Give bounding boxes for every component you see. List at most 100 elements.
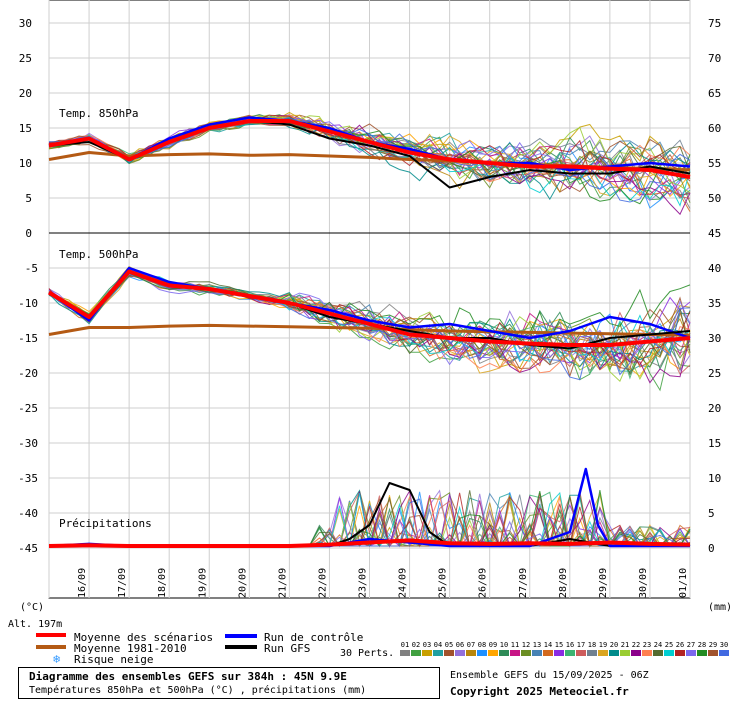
pert-swatch — [675, 650, 685, 656]
pert-number: 23 — [643, 641, 651, 649]
pert-swatch — [620, 650, 630, 656]
pert-swatch — [411, 650, 421, 656]
pert-swatch — [400, 650, 410, 656]
pert-swatch — [719, 650, 729, 656]
ensemble-member-line — [48, 117, 691, 203]
left-tick-label: -45 — [18, 542, 38, 555]
pert-number: 18 — [588, 641, 596, 649]
left-tick-label: 20 — [19, 87, 32, 100]
series-500-controle-line — [48, 266, 691, 340]
right-tick-label: 45 — [708, 227, 721, 240]
pert-number: 30 — [720, 641, 728, 649]
x-tick-label: 18/09 — [157, 568, 168, 598]
legend-label-controle: Run de contrôle — [264, 631, 363, 644]
series-500-climato-line — [48, 323, 691, 337]
pert-number: 04 — [434, 641, 442, 649]
right-tick-label: 15 — [708, 437, 721, 450]
panel-label-precip: Précipitations — [59, 517, 152, 530]
panel-label-500: Temp. 500hPa — [59, 248, 138, 261]
ensemble-member-line — [48, 116, 691, 203]
right-tick-label: 35 — [708, 297, 721, 310]
right-tick-label: 55 — [708, 157, 721, 170]
left-tick-label: -20 — [18, 367, 38, 380]
pert-number: 27 — [687, 641, 695, 649]
legend-swatch-climato — [36, 645, 66, 649]
x-tick-label: 17/09 — [117, 568, 128, 598]
right-tick-label: 60 — [708, 122, 721, 135]
pert-number: 02 — [412, 641, 420, 649]
legend-label-climato: Moyenne 1981-2010 — [74, 642, 187, 655]
legend-label-neige: Risque neige — [74, 653, 153, 666]
pert-number: 21 — [621, 641, 629, 649]
left-tick-label: 25 — [19, 52, 32, 65]
left-tick-label: 30 — [19, 17, 32, 30]
legend-swatch-controle — [225, 634, 257, 638]
pert-number: 28 — [698, 641, 706, 649]
right-tick-label: 70 — [708, 52, 721, 65]
x-tick-label: 30/09 — [638, 568, 649, 598]
copyright: Copyright 2025 Meteociel.fr — [450, 685, 629, 698]
pert-number: 22 — [632, 641, 640, 649]
pert-number: 25 — [665, 641, 673, 649]
pert-number: 09 — [489, 641, 497, 649]
x-tick-label: 29/09 — [598, 568, 609, 598]
panel-label-850: Temp. 850hPa — [59, 107, 138, 120]
series-500-moyenne-line — [47, 269, 691, 347]
left-tick-label: -25 — [18, 402, 38, 415]
right-tick-label: 0 — [708, 542, 715, 555]
pert-swatch — [543, 650, 553, 656]
left-tick-label: 15 — [19, 122, 32, 135]
left-tick-label: -30 — [18, 437, 38, 450]
pert-number: 12 — [522, 641, 530, 649]
pert-swatch — [598, 650, 608, 656]
pert-swatch — [576, 650, 586, 656]
pert-swatch — [455, 650, 465, 656]
pert-swatch — [708, 650, 718, 656]
pert-number: 17 — [577, 641, 585, 649]
pert-number: 13 — [533, 641, 541, 649]
pert-swatch — [477, 650, 487, 656]
left-tick-label: -35 — [18, 472, 38, 485]
left-tick-label: 0 — [25, 227, 32, 240]
left-tick-label: -10 — [18, 297, 38, 310]
pert-number: 15 — [555, 641, 563, 649]
ensemble-member-line — [48, 119, 691, 216]
pert-swatch — [554, 650, 564, 656]
pert-swatch — [488, 650, 498, 656]
pert-swatch — [521, 650, 531, 656]
pert-number: 29 — [709, 641, 717, 649]
footer-title-box: Diagramme des ensembles GEFS sur 384h : … — [18, 667, 440, 699]
legend-swatch-gfs — [225, 645, 257, 649]
pert-number: 01 — [401, 641, 409, 649]
legend-label-gfs: Run GFS — [264, 642, 310, 655]
altitude-label: Alt. 197m — [8, 619, 62, 630]
pert-number: 11 — [511, 641, 519, 649]
x-tick-label: 19/09 — [197, 568, 208, 598]
pert-swatch — [532, 650, 542, 656]
pert-number: 08 — [478, 641, 486, 649]
left-tick-label: 5 — [25, 192, 32, 205]
left-tick-label: -5 — [25, 262, 38, 275]
x-tick-label: 01/10 — [678, 568, 689, 598]
right-tick-label: 20 — [708, 402, 721, 415]
pert-swatch — [587, 650, 597, 656]
chart-subtitle: Températures 850hPa et 500hPa (°C) , pré… — [29, 685, 367, 696]
pert-number: 16 — [566, 641, 574, 649]
pert-number: 24 — [654, 641, 662, 649]
pert-number: 06 — [456, 641, 464, 649]
pert-swatch — [466, 650, 476, 656]
x-tick-label: 25/09 — [438, 568, 449, 598]
x-tick-label: 21/09 — [277, 568, 288, 598]
left-tick-label: -40 — [18, 507, 38, 520]
left-tick-label: -15 — [18, 332, 38, 345]
run-info: Ensemble GEFS du 15/09/2025 - 06Z — [450, 670, 649, 681]
right-tick-label: 40 — [708, 262, 721, 275]
pert-number: 20 — [610, 641, 618, 649]
pert-swatch — [510, 650, 520, 656]
pert-swatch — [631, 650, 641, 656]
pert-number: 03 — [423, 641, 431, 649]
pert-number: 10 — [500, 641, 508, 649]
right-tick-label: 65 — [708, 87, 721, 100]
